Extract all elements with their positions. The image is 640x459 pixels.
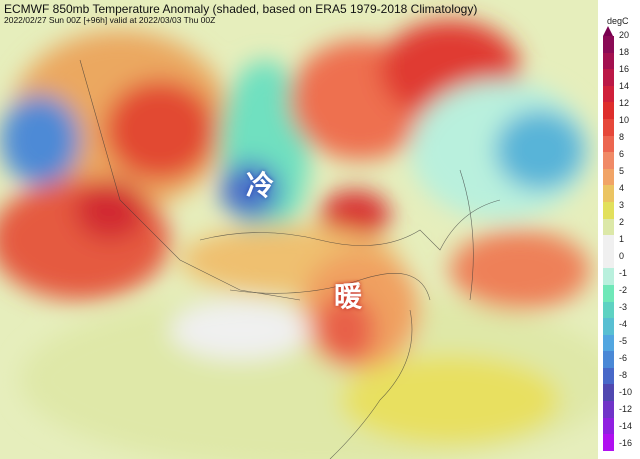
colorbar-bin [603,168,614,186]
colorbar [603,26,614,451]
colorbar-label: 12 [619,98,630,108]
colorbar-label: 20 [619,30,630,40]
colorbar-label: 4 [619,183,625,193]
colorbar-bin [603,268,614,285]
colorbar-bin [603,69,614,86]
colorbar-label: -16 [619,438,633,448]
colorbar-label: 3 [619,200,625,210]
colorbar-bin [603,301,614,319]
colorbar-bin [603,434,614,451]
warm-annotation: 暖 [334,280,363,313]
colorbar-label: 5 [619,166,625,176]
colorbar-bin [603,52,614,70]
colorbar-bin [603,284,614,302]
colorbar-bin [603,401,614,418]
colorbar-label: 1 [619,234,625,244]
colorbar-bin [603,318,614,335]
colorbar-bin [603,384,614,402]
colorbar-bin [603,417,614,435]
colorbar-max-arrow [603,26,613,36]
colorbar-bin [603,36,614,53]
colorbar-label: -8 [619,370,628,380]
colorbar-label: -2 [619,285,628,295]
colorbar-label: 14 [619,81,630,91]
colorbar-bin [603,235,614,252]
colorbar-bin [603,367,614,385]
colorbar-label: 0 [619,251,625,261]
colorbar-bin [603,118,614,136]
colorbar-bin [603,218,614,236]
colorbar-bin [603,201,614,219]
cold-annotation: 冷 [246,169,275,202]
colorbar-bin [603,185,614,202]
colorbar-label: 16 [619,64,630,74]
colorbar-label: -12 [619,404,633,414]
colorbar-label: -6 [619,353,628,363]
colorbar-label: -5 [619,336,628,346]
colorbar-bin [603,251,614,269]
colorbar-label: -3 [619,302,628,312]
colorbar-label: -10 [619,387,633,397]
colorbar-label: -1 [619,268,628,278]
map-subtitle: 2022/02/27 Sun 00Z [+96h] valid at 2022/… [4,15,216,25]
colorbar-label: 18 [619,47,630,57]
colorbar-label: 8 [619,132,625,142]
colorbar-label: 6 [619,149,625,159]
colorbar-bin [603,135,614,153]
colorbar-unit: degC [607,16,629,26]
colorbar-label: -4 [619,319,628,329]
colorbar-bin [603,152,614,169]
colorbar-bin [603,351,614,368]
colorbar-bin [603,334,614,352]
colorbar-label: 2 [619,217,625,227]
colorbar-label: -14 [619,421,633,431]
colorbar-bin [603,102,614,119]
colorbar-label: 10 [619,115,630,125]
map-title: ECMWF 850mb Temperature Anomaly (shaded,… [4,2,478,16]
colorbar-bin [603,85,614,103]
temperature-anomaly-map [0,0,598,459]
